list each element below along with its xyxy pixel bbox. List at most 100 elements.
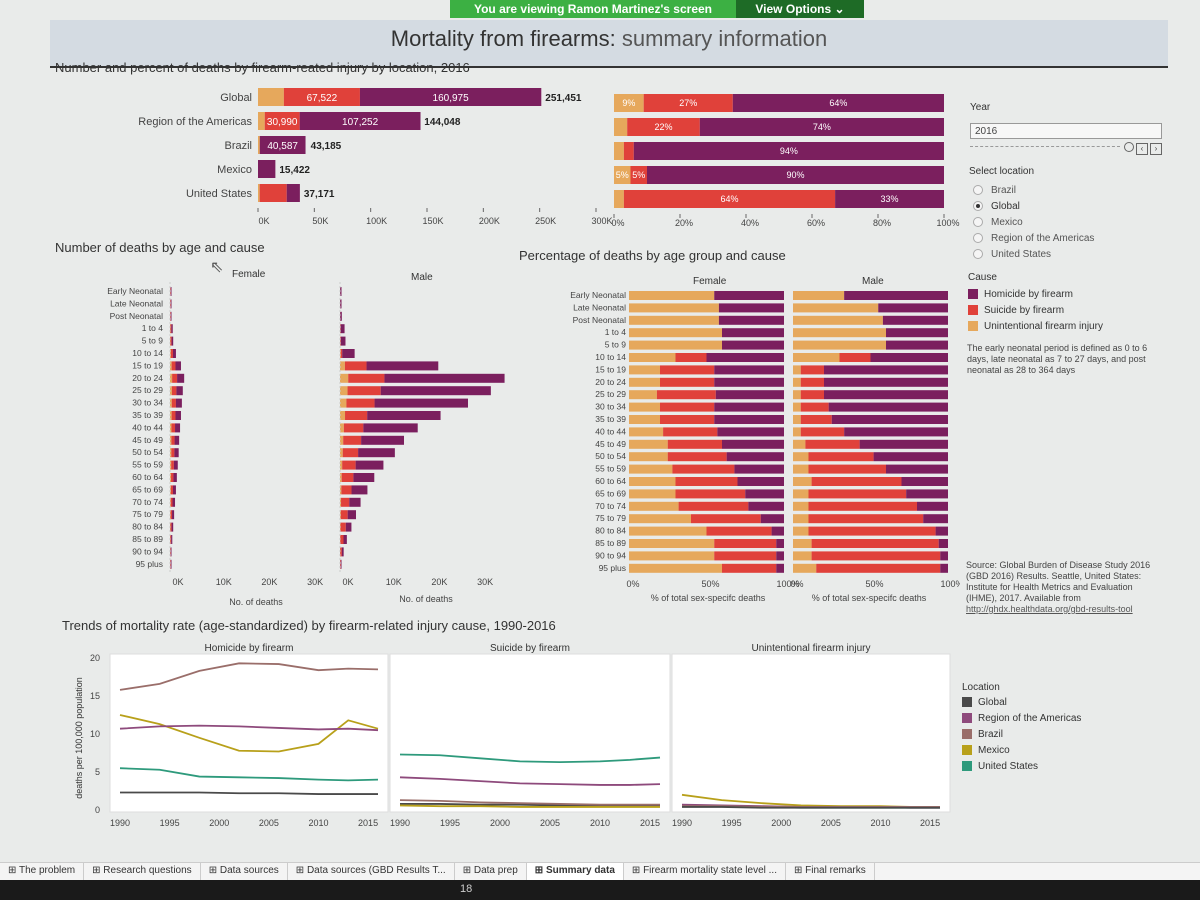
tab-final-remarks[interactable]: ⊞ Final remarks (786, 863, 875, 881)
male-bar-suicide (348, 373, 385, 383)
female-bar-unintentional (170, 386, 172, 396)
male-bar-homicide (355, 460, 384, 470)
female-pct-homicide (718, 315, 784, 325)
radio-americas[interactable]: Region of the Americas (973, 230, 1094, 246)
tab-firearm-state-level[interactable]: ⊞ Firearm mortality state level ... (624, 863, 786, 881)
male-pct-homicide (917, 501, 948, 511)
male-bar-homicide (353, 473, 375, 482)
location-label: Brazil (224, 140, 252, 152)
x-tick-label: 1995 (160, 818, 180, 828)
female-pct-homicide (722, 340, 784, 350)
male-bar-suicide (347, 386, 381, 396)
age-label: 60 to 64 (595, 476, 626, 486)
male-pct-unintentional (793, 415, 801, 424)
female-pct-unintentional (629, 402, 660, 412)
male-pct-suicide (808, 501, 917, 511)
female-bar-unintentional (170, 448, 172, 458)
male-bar-suicide (340, 510, 348, 520)
age-label: 75 to 79 (132, 509, 163, 519)
tab-the-problem[interactable]: ⊞ The problem (0, 863, 85, 881)
male-pct-homicide (935, 526, 948, 536)
legend-label: United States (978, 760, 1039, 772)
radio-icon (973, 185, 983, 195)
male-bar-unintentional (340, 411, 346, 420)
next-year-button[interactable]: › (1150, 143, 1162, 155)
age-label: 60 to 64 (132, 472, 163, 482)
axis-tick-label: 40% (741, 218, 759, 228)
female-pct-unintentional (629, 390, 657, 400)
age-label: Post Neonatal (110, 311, 164, 321)
male-pct-homicide (844, 291, 948, 300)
male-pct-suicide (811, 539, 939, 548)
year-slider-track[interactable] (970, 146, 1120, 148)
radio-label: United States (991, 248, 1052, 260)
female-bar-homicide (172, 497, 176, 507)
axis-tick-label: 0K (258, 216, 269, 226)
female-pct-homicide (715, 390, 784, 400)
female-x-axis-label: % of total sex-specifc deaths (651, 593, 766, 603)
female-pct-homicide (706, 353, 784, 362)
bar-percent-label: 5% (616, 170, 629, 180)
male-bar-suicide (343, 423, 364, 433)
male-pct-suicide (811, 551, 941, 561)
prev-year-button[interactable]: ‹ (1136, 143, 1148, 155)
age-percent-chart: Early Neonatal Late Neonatal Post Neonatal… (570, 290, 960, 603)
female-tick-label: 50% (701, 579, 719, 589)
swatch-icon (968, 321, 978, 331)
view-options-button[interactable]: View Options ⌄ (736, 0, 864, 18)
tab-data-prep[interactable]: ⊞ Data prep (455, 863, 527, 881)
male-bar-homicide (380, 386, 491, 396)
tab-label: Final remarks (805, 865, 866, 876)
female-pct-suicide (667, 439, 722, 449)
female-bar-suicide (170, 311, 171, 321)
male-x-axis-label: No. of deaths (399, 594, 453, 604)
bar-percent-label: 74% (813, 122, 831, 132)
count-bar (359, 88, 542, 106)
total-label: 43,185 (311, 141, 342, 152)
year-slider-handle[interactable] (1124, 142, 1134, 152)
legend-global: Global (962, 694, 1081, 710)
cause-legend: Homicide by firearm Suicide by firearm U… (968, 286, 1103, 334)
age-count-bars: Early Neonatal Late Neonatal Post Neonatal… (107, 282, 505, 607)
female-pct-homicide (717, 427, 784, 437)
tab-data-sources[interactable]: ⊞ Data sources (201, 863, 288, 881)
male-bar-suicide (341, 473, 354, 482)
female-pct-homicide (771, 526, 784, 536)
age-label: 65 to 69 (132, 484, 163, 494)
female-bar-unintentional (170, 473, 172, 482)
male-bar-homicide (374, 398, 468, 408)
female-bar-suicide (171, 398, 176, 408)
radio-brazil[interactable]: Brazil (973, 182, 1094, 198)
axis-tick-label: 50K (312, 216, 328, 226)
source-link[interactable]: http://ghdx.healthdata.org/gbd-results-t… (966, 604, 1133, 614)
legend-mexico: Mexico (962, 742, 1081, 758)
swatch-icon (968, 289, 978, 299)
age-female-label: Female (232, 269, 266, 280)
male-pct-homicide (831, 415, 948, 424)
female-tick-label: 30K (307, 577, 323, 587)
radio-label: Global (991, 200, 1020, 212)
male-bar-homicide (367, 411, 441, 420)
count-bar (259, 136, 306, 154)
female-pct-unintentional (629, 464, 673, 474)
female-bar-suicide (171, 386, 177, 396)
female-bar-homicide (171, 535, 173, 544)
trend-legend-title: Location (962, 682, 1000, 693)
radio-mexico[interactable]: Mexico (973, 214, 1094, 230)
chevron-down-icon: ⌄ (834, 2, 845, 16)
age-label: 90 to 94 (595, 550, 626, 560)
year-input[interactable]: 2016 (970, 123, 1162, 139)
age-label: 70 to 74 (595, 501, 626, 511)
tab-summary-data[interactable]: ⊞ Summary data (526, 863, 624, 881)
tab-data-sources-gbd[interactable]: ⊞ Data sources (GBD Results T... (288, 863, 455, 881)
female-pct-homicide (714, 402, 784, 412)
count-bar (283, 88, 360, 106)
female-bar-homicide (175, 361, 181, 371)
radio-global[interactable]: Global (973, 198, 1094, 214)
radio-united-states[interactable]: United States (973, 246, 1094, 262)
male-pct-homicide (938, 539, 948, 548)
tab-research-questions[interactable]: ⊞ Research questions (84, 863, 201, 881)
pct-male-label: Male (862, 276, 884, 287)
trend-line-mexico (399, 804, 660, 808)
trend-line-united-states (119, 767, 379, 782)
